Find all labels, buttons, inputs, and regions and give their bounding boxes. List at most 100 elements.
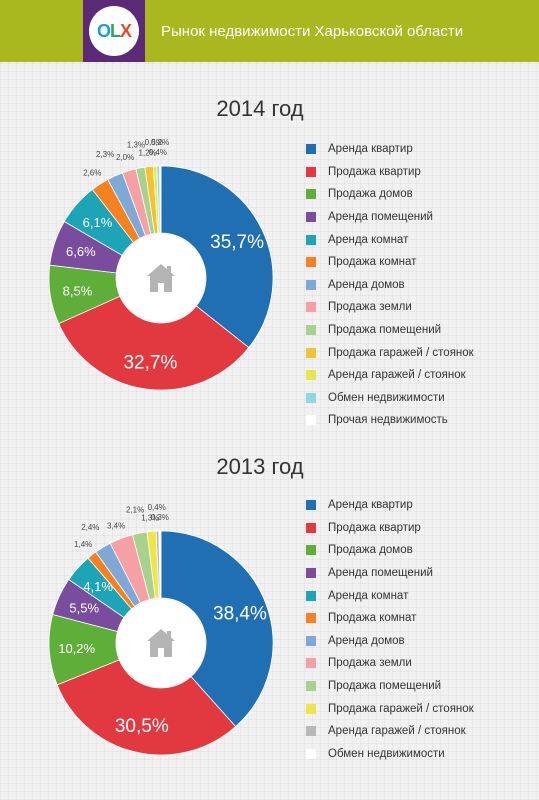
- slice-1-0: [160, 530, 274, 728]
- data-label-0-11: 0,4%: [149, 148, 167, 157]
- legend-swatch: [306, 635, 316, 646]
- legend-item: Аренда гаражей / стоянок: [306, 364, 474, 387]
- legend-item: Продажа комнат: [306, 251, 474, 274]
- legend-label: Продажа комнат: [328, 612, 417, 625]
- page-title: Рынок недвижимости Харьковской области: [161, 23, 464, 40]
- data-label-1-11: 0,3%: [151, 513, 169, 522]
- legend-label: Продажа гаражей / стоянок: [328, 346, 474, 359]
- legend-label: Продажа гаражей / стоянок: [328, 702, 474, 715]
- legend-label: Продажа квартир: [328, 521, 421, 534]
- legend-swatch: [306, 590, 316, 601]
- data-label-0-0: 35,7%: [210, 232, 264, 253]
- legend-swatch: [306, 500, 316, 511]
- slice-1-11: [158, 530, 162, 599]
- data-label-0-6: 2,3%: [96, 150, 114, 159]
- data-label-0-5: 2,6%: [83, 168, 101, 177]
- data-label-0-12: 0,2%: [151, 138, 169, 147]
- legend-label: Продажа земли: [328, 657, 412, 670]
- legend-swatch: [306, 392, 316, 403]
- legend-label: Обмен недвижимости: [328, 747, 445, 760]
- legend-swatch: [306, 703, 316, 714]
- legend-item: Аренда домов: [306, 274, 474, 297]
- data-label-1-9: 1,3%: [141, 513, 159, 522]
- data-label-0-4: 6,1%: [83, 215, 113, 230]
- olx-logo: OLX: [83, 0, 145, 62]
- legend-item: Продажа домов: [306, 183, 474, 206]
- legend-label: Продажа помещений: [328, 324, 442, 337]
- data-label-1-8: 2,1%: [126, 505, 144, 514]
- logo-letter-l: L: [110, 21, 121, 41]
- data-label-0-3: 6,6%: [66, 244, 96, 259]
- house-icon: [147, 264, 175, 292]
- legend-swatch: [306, 568, 316, 579]
- legend-2013: Аренда квартир Продажа квартир Продажа дом…: [306, 494, 474, 765]
- data-label-0-7: 2,0%: [116, 153, 134, 162]
- legend-swatch: [306, 347, 316, 358]
- legend-item: Продажа гаражей / стоянок: [306, 341, 474, 364]
- legend-swatch: [306, 415, 316, 426]
- house-icon: [147, 629, 175, 657]
- data-label-1-0: 38,4%: [213, 604, 267, 625]
- legend-swatch: [306, 166, 316, 177]
- legend-swatch: [306, 613, 316, 624]
- legend-item: Аренда помещений: [306, 206, 474, 229]
- legend-item: Аренда гаражей / стоянок: [306, 720, 474, 743]
- legend-label: Аренда комнат: [328, 233, 409, 246]
- data-label-0-1: 32,7%: [123, 352, 177, 373]
- legend-label: Продажа земли: [328, 301, 412, 314]
- legend-label: Продажа домов: [328, 188, 413, 201]
- legend-swatch: [306, 144, 316, 155]
- legend-item: Прочая недвижимость: [306, 409, 474, 432]
- slice-0-0: [160, 165, 274, 349]
- legend-item: Продажа комнат: [306, 607, 474, 630]
- donut-chart-2014: 35,7% 32,7% 8,5% 6,6% 6,1% 2,6% 2,3% 2,0% 1,3%1,…: [48, 138, 274, 391]
- data-label-1-7: 3,4%: [107, 521, 125, 530]
- legend-swatch: [306, 748, 316, 759]
- legend-label: Продажа квартир: [328, 165, 421, 178]
- data-label-1-1: 30,5%: [115, 716, 169, 737]
- legend-item: Продажа домов: [306, 539, 474, 562]
- legend-item: Аренда комнат: [306, 584, 474, 607]
- legend-label: Аренда комнат: [328, 589, 409, 602]
- legend-item: Продажа гаражей / стоянок: [306, 697, 474, 720]
- logo-letter-o: O: [96, 21, 111, 41]
- legend-swatch: [306, 212, 316, 223]
- olx-logo-circle: OLX: [89, 6, 139, 56]
- data-label-1-2: 10,2%: [58, 641, 95, 656]
- legend-swatch: [306, 279, 316, 290]
- legend-swatch: [306, 726, 316, 737]
- legend-label: Аренда квартир: [328, 499, 413, 512]
- logo-letter-x: X: [120, 21, 132, 41]
- legend-swatch: [306, 234, 316, 245]
- data-label-1-6: 2,4%: [81, 523, 99, 532]
- legend-label: Аренда домов: [328, 278, 405, 291]
- legend-label: Аренда гаражей / стоянок: [328, 725, 466, 738]
- legend-swatch: [306, 545, 316, 556]
- data-label-1-3: 5,5%: [69, 600, 99, 615]
- data-label-1-10: 0,4%: [148, 503, 166, 512]
- data-label-0-10: 0,5%: [145, 138, 163, 147]
- legend-item: Продажа земли: [306, 652, 474, 675]
- legend-item: Продажа квартир: [306, 517, 474, 540]
- data-label-0-8: 1,3%: [127, 140, 145, 149]
- legend-item: Обмен недвижимости: [306, 387, 474, 410]
- legend-item: Аренда домов: [306, 630, 474, 653]
- chart-title-2013: 2013 год: [216, 454, 304, 479]
- donut-chart-2013: 38,4% 30,5% 10,2% 5,5% 4,1% 1,4% 2,4% 3,4%2,1%1…: [48, 503, 274, 756]
- legend-2014: Аренда квартир Продажа квартир Продажа дом…: [306, 138, 474, 432]
- legend-label: Аренда домов: [328, 634, 405, 647]
- legend-item: Аренда помещений: [306, 562, 474, 585]
- legend-item: Аренда комнат: [306, 228, 474, 251]
- legend-item: Продажа помещений: [306, 675, 474, 698]
- legend-swatch: [306, 302, 316, 313]
- chart-title-2014: 2014 год: [216, 96, 304, 121]
- legend-swatch: [306, 257, 316, 268]
- header-bar: OLX Рынок недвижимости Харьковской облас…: [0, 0, 539, 62]
- legend-label: Аренда квартир: [328, 143, 413, 156]
- slice-0-12: [159, 165, 162, 234]
- legend-item: Продажа квартир: [306, 161, 474, 184]
- data-label-1-4: 4,1%: [83, 579, 113, 594]
- legend-swatch: [306, 325, 316, 336]
- data-label-0-2: 8,5%: [63, 283, 93, 298]
- legend-label: Обмен недвижимости: [328, 391, 445, 404]
